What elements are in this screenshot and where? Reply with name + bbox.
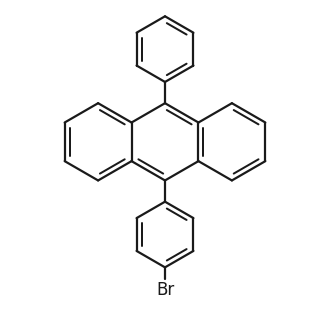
Text: Br: Br — [156, 281, 174, 299]
